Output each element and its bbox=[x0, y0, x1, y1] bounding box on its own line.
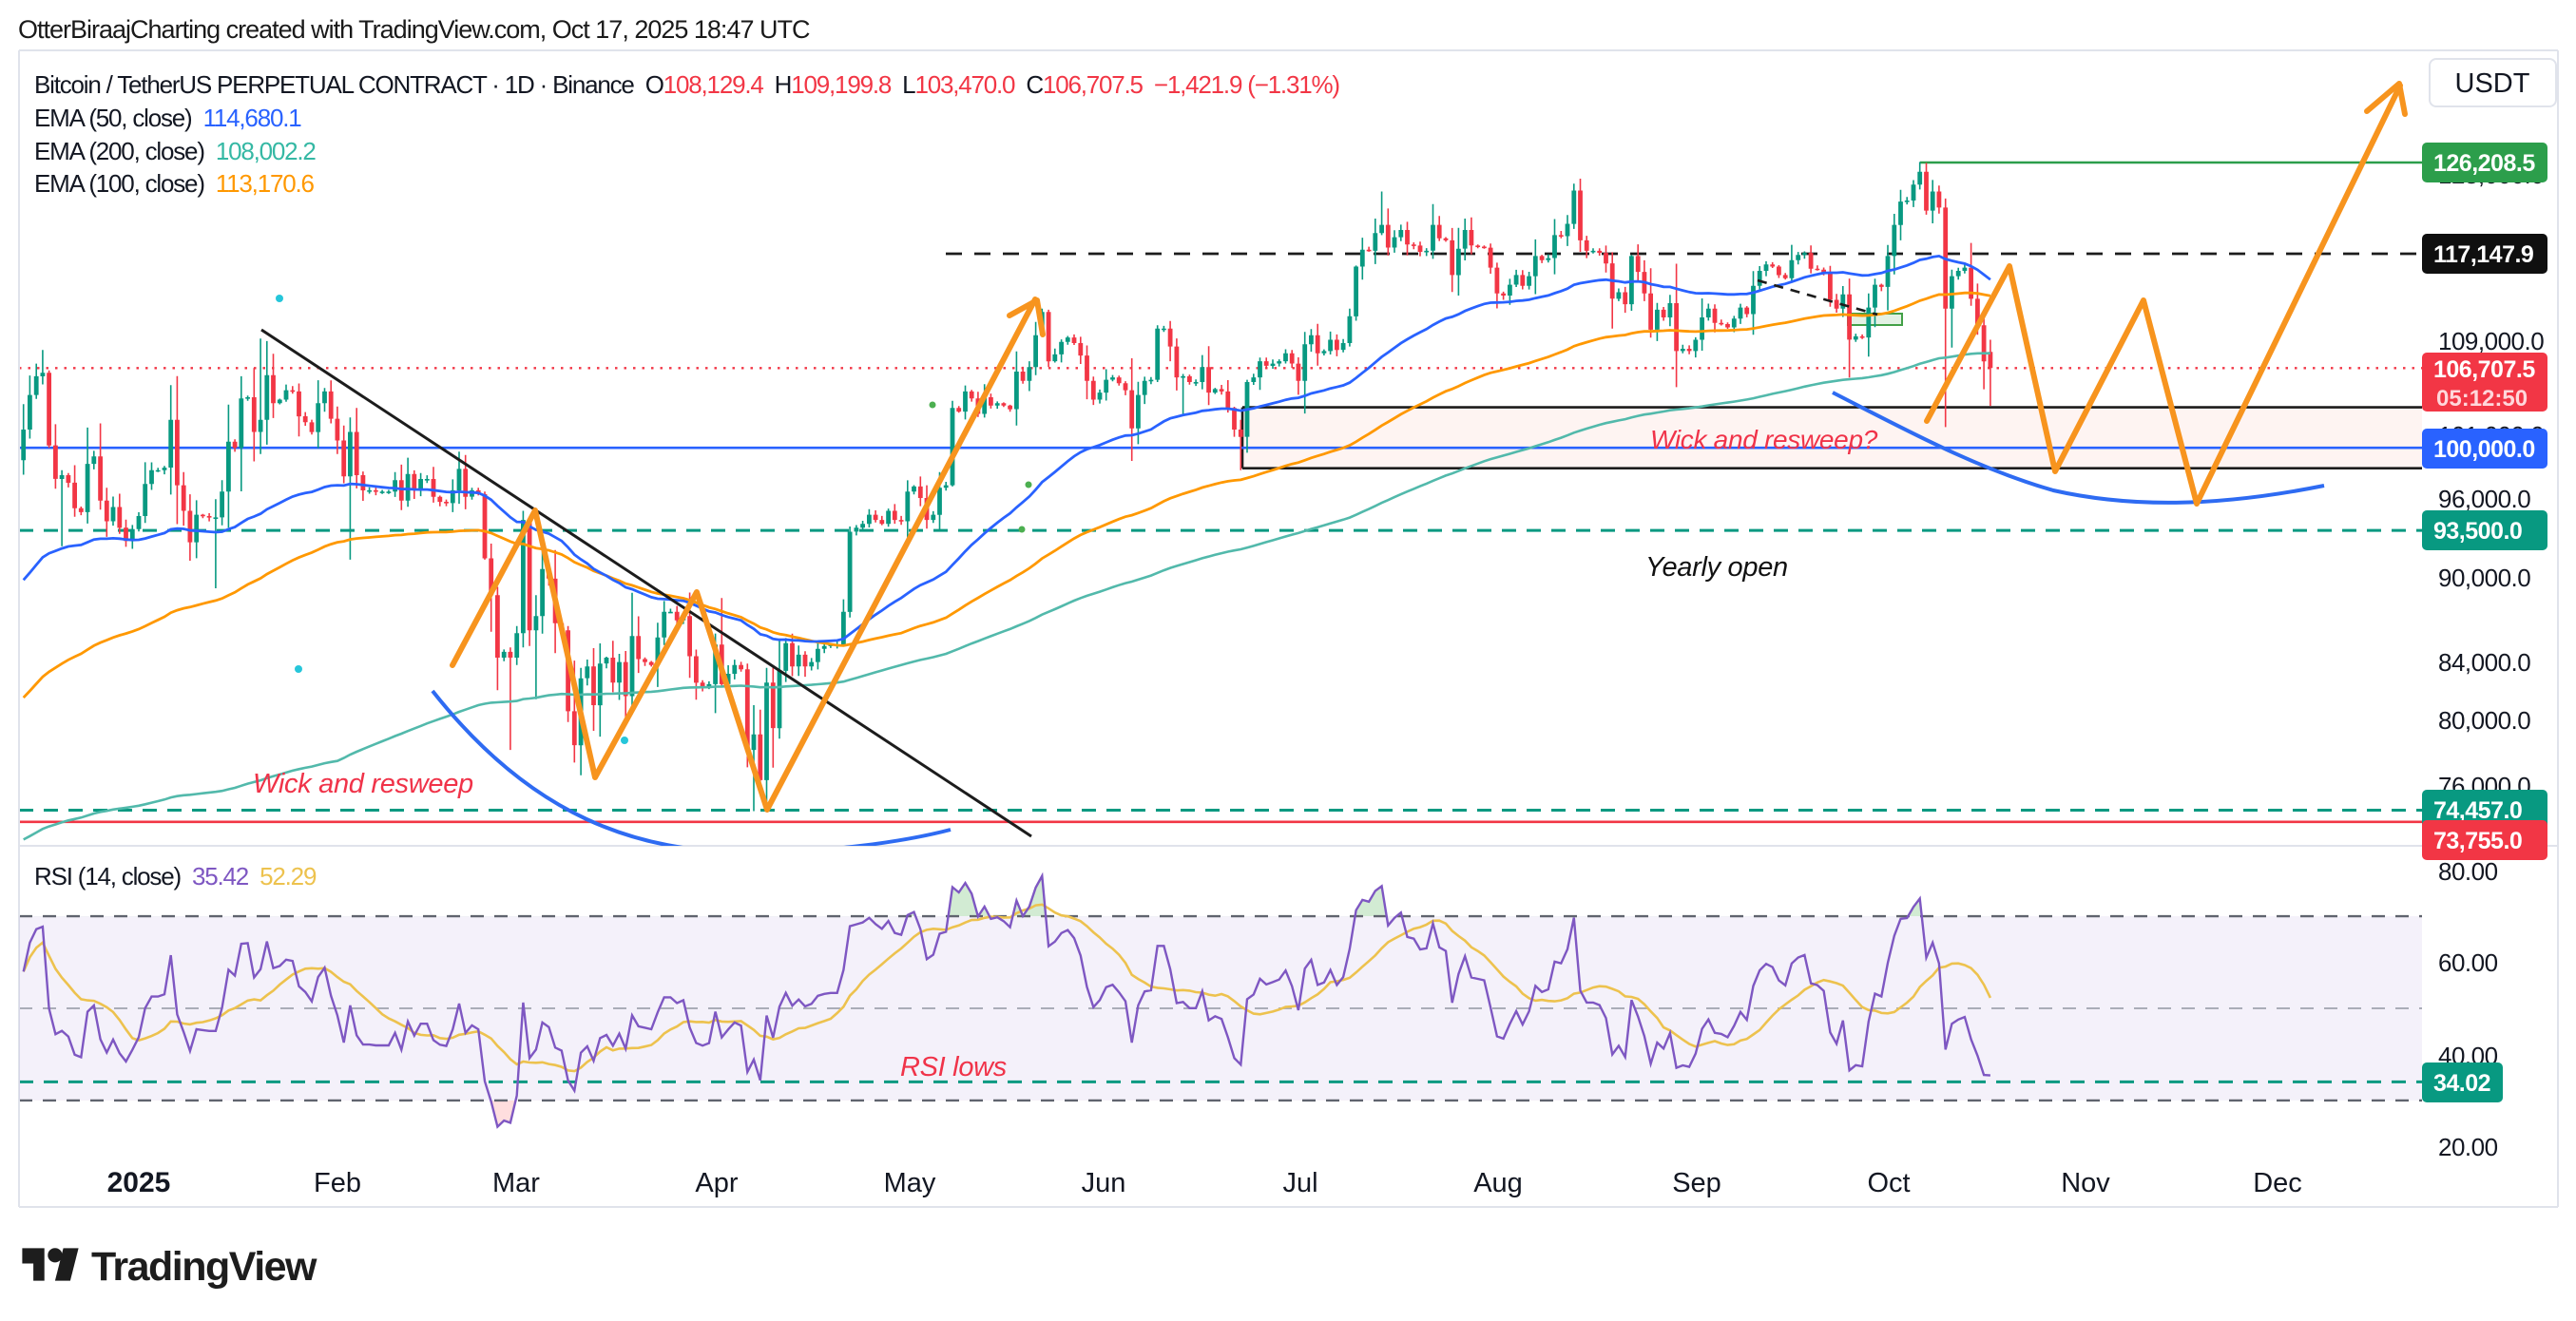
svg-text:RSI (14, close) 35.42 52.29: RSI (14, close) 35.42 52.29 bbox=[34, 862, 317, 890]
svg-text:Mar: Mar bbox=[492, 1168, 540, 1198]
svg-text:RSI lows: RSI lows bbox=[900, 1052, 1007, 1082]
svg-text:84,000.0: 84,000.0 bbox=[2438, 648, 2530, 677]
svg-text:USDT: USDT bbox=[2455, 68, 2530, 99]
svg-text:Oct: Oct bbox=[1867, 1168, 1910, 1198]
svg-text:Feb: Feb bbox=[314, 1168, 361, 1198]
svg-text:80.00: 80.00 bbox=[2438, 857, 2498, 886]
svg-text:80,000.0: 80,000.0 bbox=[2438, 706, 2530, 735]
svg-text:Aug: Aug bbox=[1473, 1168, 1523, 1198]
svg-text:Nov: Nov bbox=[2061, 1168, 2110, 1198]
svg-text:May: May bbox=[884, 1168, 936, 1198]
svg-text:OtterBiraajCharting created wi: OtterBiraajCharting created with Trading… bbox=[18, 15, 810, 44]
svg-text:34.02: 34.02 bbox=[2433, 1070, 2490, 1097]
svg-text:Sep: Sep bbox=[1672, 1168, 1721, 1198]
svg-text:20.00: 20.00 bbox=[2438, 1133, 2498, 1161]
svg-text:100,000.0: 100,000.0 bbox=[2433, 436, 2535, 463]
svg-text:90,000.0: 90,000.0 bbox=[2438, 564, 2530, 592]
svg-text:106,707.5: 106,707.5 bbox=[2433, 356, 2535, 383]
svg-text:Jul: Jul bbox=[1282, 1168, 1317, 1198]
svg-text:93,500.0: 93,500.0 bbox=[2433, 518, 2522, 545]
svg-text:Jun: Jun bbox=[1082, 1168, 1126, 1198]
svg-text:96,000.0: 96,000.0 bbox=[2438, 485, 2530, 513]
svg-text:EMA (200, close) 108,002.2: EMA (200, close) 108,002.2 bbox=[34, 137, 316, 165]
svg-text:2025: 2025 bbox=[107, 1167, 171, 1198]
svg-text:Wick and resweep: Wick and resweep bbox=[253, 769, 473, 799]
svg-text:Dec: Dec bbox=[2253, 1168, 2302, 1198]
svg-text:117,147.9: 117,147.9 bbox=[2433, 241, 2533, 268]
svg-text:EMA (50, close) 114,680.1: EMA (50, close) 114,680.1 bbox=[34, 104, 301, 132]
svg-text:109,000.0: 109,000.0 bbox=[2438, 327, 2544, 355]
svg-text:74,457.0: 74,457.0 bbox=[2433, 797, 2522, 824]
svg-text:EMA (100, close) 113,170.6: EMA (100, close) 113,170.6 bbox=[34, 169, 315, 198]
svg-text:05:12:50: 05:12:50 bbox=[2436, 386, 2528, 412]
svg-text:60.00: 60.00 bbox=[2438, 948, 2498, 977]
svg-text:73,755.0: 73,755.0 bbox=[2433, 828, 2522, 854]
svg-text:126,208.5: 126,208.5 bbox=[2433, 150, 2535, 177]
svg-text:Wick and resweep?: Wick and resweep? bbox=[1650, 425, 1878, 454]
svg-text:TradingView: TradingView bbox=[91, 1244, 317, 1290]
svg-text:Yearly open: Yearly open bbox=[1645, 552, 1788, 583]
svg-text:Apr: Apr bbox=[695, 1168, 738, 1198]
svg-text:Bitcoin / TetherUS PERPETUAL C: Bitcoin / TetherUS PERPETUAL CONTRACT · … bbox=[34, 70, 1339, 99]
